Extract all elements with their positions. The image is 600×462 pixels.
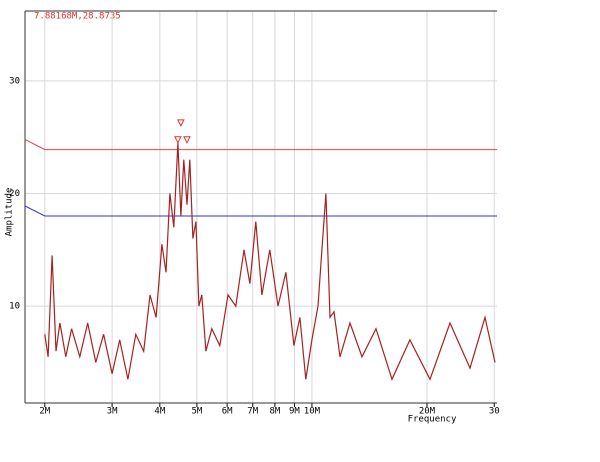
x-tick-label: 5M	[191, 407, 202, 417]
x-tick-label: 6M	[222, 407, 233, 417]
y-axis-label: Amplitude	[5, 188, 15, 237]
peak-marker	[174, 136, 182, 144]
x-tick-label: 8M	[269, 407, 280, 417]
x-tick-label: 9M	[289, 407, 300, 417]
limit-line	[24, 138, 497, 151]
x-tick-label: 7M	[247, 407, 258, 417]
chart-title: 7.88168M,28.8735	[34, 12, 121, 22]
x-axis-label: Frequency	[408, 415, 457, 425]
limit-line	[24, 205, 497, 217]
x-tick-label: 4M	[154, 407, 165, 417]
peak-marker	[183, 136, 191, 144]
signal-trace	[44, 142, 496, 381]
x-tick-label: 10M	[304, 407, 321, 417]
x-tick-label: 3M	[107, 407, 118, 417]
x-tick-label: 2M	[39, 407, 50, 417]
y-tick-label: 20	[9, 189, 20, 199]
y-tick-label: 10	[9, 302, 20, 312]
peak-marker	[177, 119, 185, 128]
x-tick-label: 30	[489, 407, 500, 417]
y-tick-label: 30	[9, 76, 20, 86]
x-tick-label: 20M	[419, 407, 436, 417]
